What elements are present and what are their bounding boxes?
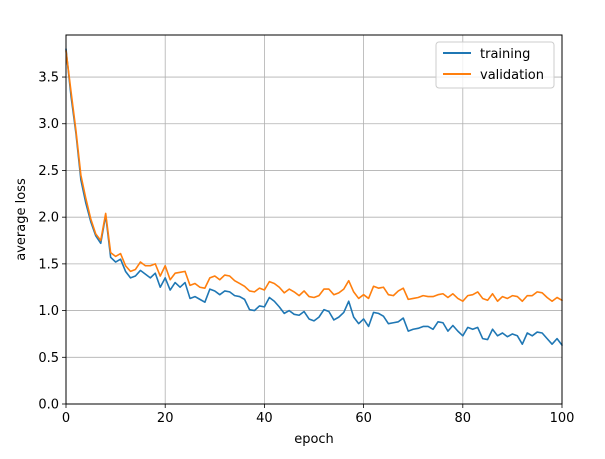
legend-label-validation: validation [480, 68, 544, 83]
y-tick-label: 2.0 [38, 211, 59, 226]
x-tick-label: 20 [157, 411, 174, 426]
x-axis-label: epoch [294, 432, 334, 447]
series-lines [65, 48, 563, 346]
y-tick-label: 0.5 [38, 351, 59, 366]
x-tick-label: 80 [455, 411, 472, 426]
plot-frame [65, 34, 563, 405]
ticks: 0 20 40 60 80 100 0.0 0.5 1.0 1.5 2.0 2.5 3.0 3.5 [38, 71, 574, 426]
x-tick-label: 0 [62, 411, 70, 426]
series-line-training [65, 48, 563, 346]
y-axis-label: average loss [14, 178, 29, 261]
grid [65, 35, 563, 405]
y-tick-label: 3.0 [38, 117, 59, 132]
y-tick-label: 1.5 [38, 257, 59, 272]
y-tick-label: 2.5 [38, 164, 59, 179]
legend: training validation [435, 41, 555, 89]
x-tick-label: 40 [256, 411, 273, 426]
y-tick-label: 1.0 [38, 304, 59, 319]
x-tick-label: 100 [550, 411, 575, 426]
series-line-validation [65, 50, 563, 303]
y-tick-label: 0.0 [38, 398, 59, 413]
x-tick-label: 60 [355, 411, 372, 426]
y-tick-label: 3.5 [38, 71, 59, 86]
legend-label-training: training [480, 47, 530, 62]
